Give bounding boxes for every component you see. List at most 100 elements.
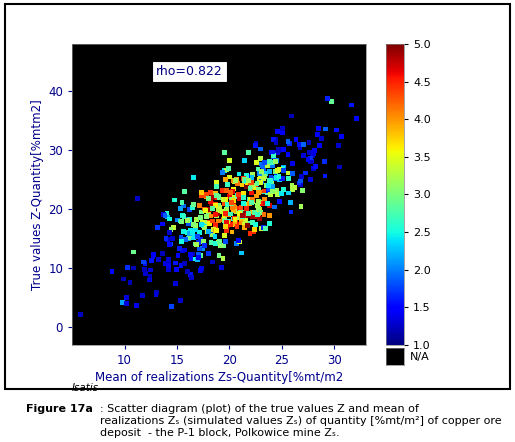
Point <box>278 125 286 132</box>
Point <box>183 268 191 275</box>
Point <box>239 175 248 182</box>
Point <box>189 201 197 208</box>
Point <box>179 228 187 235</box>
Point <box>189 174 197 181</box>
Point <box>304 156 312 163</box>
Point <box>306 176 314 183</box>
Point <box>296 141 304 148</box>
Point <box>268 183 276 190</box>
Point <box>184 216 192 223</box>
Point <box>168 235 176 242</box>
Point <box>250 226 259 233</box>
Point <box>208 217 216 225</box>
Point <box>269 149 277 156</box>
Point <box>211 240 219 247</box>
Point <box>238 213 247 220</box>
Point <box>254 165 262 172</box>
Point <box>295 179 303 187</box>
Point <box>250 213 259 220</box>
Point <box>244 149 252 156</box>
Point <box>212 201 220 208</box>
Point <box>177 234 185 241</box>
Point <box>239 194 248 201</box>
Point <box>202 207 211 214</box>
Point <box>185 216 194 223</box>
Point <box>195 202 203 209</box>
Point <box>247 185 255 192</box>
Point <box>276 166 284 173</box>
Point <box>348 102 356 109</box>
Point <box>202 192 211 199</box>
Point <box>286 199 295 206</box>
Point <box>266 185 274 192</box>
Point <box>219 242 227 249</box>
Point <box>161 212 169 219</box>
Point <box>233 180 242 187</box>
Point <box>202 193 210 200</box>
Point <box>267 160 276 167</box>
Point <box>272 136 280 143</box>
Point <box>219 255 227 262</box>
Point <box>259 200 267 207</box>
Point <box>185 206 194 213</box>
Point <box>197 236 205 243</box>
Point <box>179 212 187 219</box>
Point <box>316 142 324 149</box>
Point <box>255 175 264 183</box>
Point <box>230 177 238 184</box>
Point <box>221 210 230 217</box>
Point <box>192 241 200 248</box>
Point <box>185 235 193 242</box>
Point <box>230 216 238 223</box>
Point <box>141 270 149 277</box>
Point <box>219 216 227 223</box>
Point <box>244 179 252 186</box>
Point <box>314 131 322 138</box>
Point <box>253 211 261 218</box>
Point <box>208 200 216 207</box>
Point <box>141 260 149 267</box>
Point <box>248 171 256 178</box>
Point <box>251 210 260 217</box>
Point <box>149 251 158 258</box>
Point <box>266 202 274 209</box>
Point <box>233 223 241 230</box>
Point <box>247 179 255 186</box>
Point <box>252 192 261 199</box>
Point <box>207 231 215 238</box>
Point <box>216 238 224 245</box>
Point <box>201 243 209 250</box>
Point <box>243 205 251 212</box>
Point <box>279 164 287 171</box>
Point <box>220 149 229 156</box>
Point <box>200 242 209 249</box>
Point <box>257 179 265 186</box>
Point <box>139 292 147 299</box>
Point <box>167 303 175 310</box>
Point <box>205 219 214 226</box>
Point <box>177 297 185 304</box>
Point <box>260 224 268 231</box>
Point <box>242 183 250 191</box>
Point <box>225 165 233 172</box>
Point <box>287 209 295 216</box>
X-axis label: Mean of realizations Zs-Quantity[%mt/m2: Mean of realizations Zs-Quantity[%mt/m2 <box>95 371 343 384</box>
Point <box>233 176 241 183</box>
Point <box>214 206 222 213</box>
Point <box>267 174 275 181</box>
Point <box>321 172 329 179</box>
Point <box>301 169 310 176</box>
Text: Figure 17a: Figure 17a <box>26 404 93 415</box>
Point <box>205 220 214 227</box>
Text: : Scatter diagram (plot) of the true values Z and mean of
realizations Zₛ (simul: : Scatter diagram (plot) of the true val… <box>100 404 502 438</box>
Point <box>220 232 228 240</box>
Point <box>248 196 256 203</box>
Point <box>220 217 229 224</box>
Point <box>200 222 208 229</box>
Point <box>269 153 277 160</box>
Point <box>215 202 223 210</box>
Point <box>216 242 225 249</box>
Point <box>152 291 160 298</box>
Point <box>212 221 220 228</box>
Point <box>248 209 256 216</box>
